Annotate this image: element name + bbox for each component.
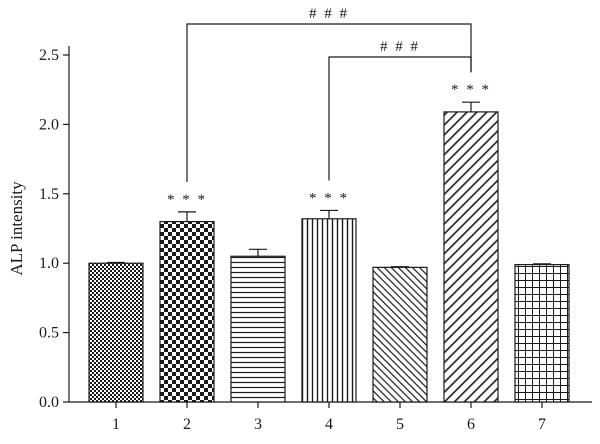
bar-2 <box>159 220 215 403</box>
comparison-bracket <box>186 23 472 182</box>
bar-6 <box>443 111 499 403</box>
bar-1 <box>88 262 144 403</box>
comparison-bracket <box>328 56 472 181</box>
x-tick-label: 3 <box>254 416 262 433</box>
plot-area: 0.0 0.5 1.0 1.5 2.0 2.5 ALP intensity 1 2 * * * 3 4… <box>7 6 592 433</box>
y-tick-label: 2.5 <box>39 47 59 64</box>
y-tick-label: 0.0 <box>39 394 59 411</box>
y-tick-label: 1.5 <box>39 186 59 203</box>
bar-3 <box>230 255 286 403</box>
y-axis-title: ALP intensity <box>7 181 26 276</box>
x-tick-label: 4 <box>325 416 333 433</box>
significance-marker: * * * <box>167 192 207 208</box>
bar-7 <box>514 263 570 403</box>
bar-4 <box>301 218 357 403</box>
significance-marker: * * * <box>451 82 491 98</box>
x-tick-label: 2 <box>183 416 191 433</box>
y-tick-label: 0.5 <box>39 325 59 342</box>
x-tick-label: 5 <box>396 416 404 433</box>
significance-marker: * * * <box>309 190 349 206</box>
bar-5 <box>372 266 428 403</box>
y-tick-label: 2.0 <box>39 116 59 133</box>
y-tick-label: 1.0 <box>39 255 59 272</box>
bracket-label: # # # <box>309 6 349 22</box>
x-tick-label: 7 <box>538 416 546 433</box>
bracket-label: # # # <box>380 39 420 55</box>
x-tick-label: 1 <box>112 416 120 433</box>
x-tick-label: 6 <box>467 416 475 433</box>
